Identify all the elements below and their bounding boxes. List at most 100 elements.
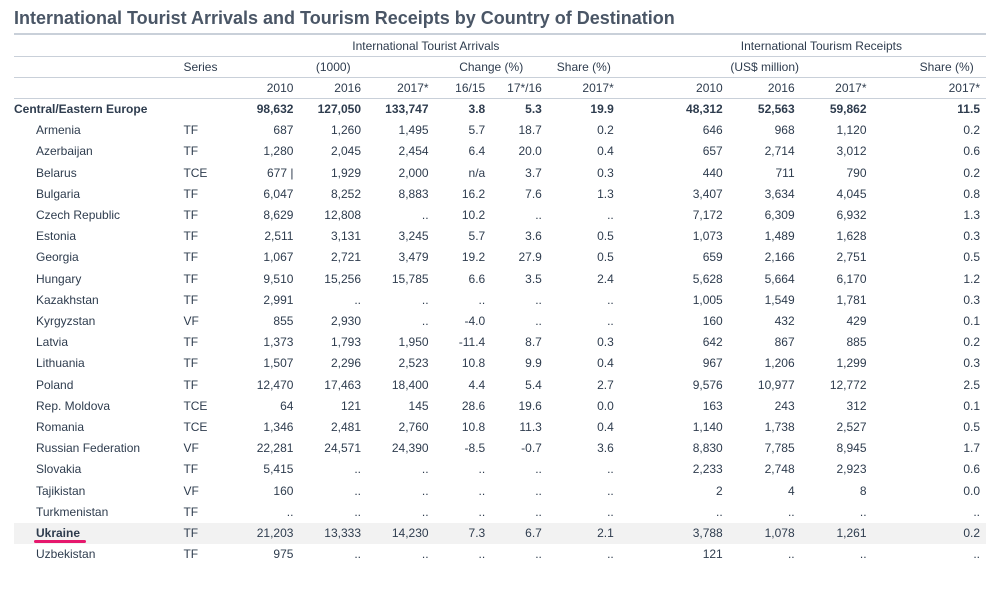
cell-c1: n/a <box>435 163 492 184</box>
cell-name: Central/Eastern Europe <box>14 99 177 121</box>
cell-gap <box>620 247 657 268</box>
cell-r2010: 3,788 <box>657 523 729 544</box>
cell-r2017: 885 <box>801 332 873 353</box>
cell-a2017: .. <box>367 290 435 311</box>
cell-series: TF <box>177 247 231 268</box>
cell-c1: 6.6 <box>435 269 492 290</box>
cell-r2017: 1,120 <box>801 120 873 141</box>
cell-a2017: .. <box>367 481 435 502</box>
header-y2017-a: 2017* <box>367 78 435 99</box>
cell-r2016: 867 <box>729 332 801 353</box>
cell-ashare: 0.4 <box>548 417 620 438</box>
header-change: Change (%) <box>435 57 548 78</box>
table-row: TajikistanVF160..........2480.0 <box>14 481 986 502</box>
cell-a2010: 677 | <box>232 163 300 184</box>
cell-r2016: 10,977 <box>729 375 801 396</box>
table-row: GeorgiaTF1,0672,7213,47919.227.90.56592,… <box>14 247 986 268</box>
cell-c2: 8.7 <box>491 332 548 353</box>
table-body: Central/Eastern Europe98,632127,050133,7… <box>14 99 986 566</box>
cell-a2017: .. <box>367 205 435 226</box>
cell-a2017: 3,479 <box>367 247 435 268</box>
cell-r2010: 9,576 <box>657 375 729 396</box>
cell-a2016: 2,481 <box>299 417 367 438</box>
cell-gap2 <box>873 396 908 417</box>
cell-gap <box>620 353 657 374</box>
table-row: Rep. MoldovaTCE6412114528.619.60.0163243… <box>14 396 986 417</box>
cell-series: TF <box>177 375 231 396</box>
cell-ashare: 2.7 <box>548 375 620 396</box>
cell-ashare: 0.5 <box>548 226 620 247</box>
cell-a2016: 17,463 <box>299 375 367 396</box>
cell-rshare: 0.1 <box>907 396 986 417</box>
cell-gap2 <box>873 502 908 523</box>
cell-gap2 <box>873 459 908 480</box>
cell-c2: 27.9 <box>491 247 548 268</box>
cell-r2016: 432 <box>729 311 801 332</box>
cell-name: Russian Federation <box>14 438 177 459</box>
cell-r2017: 312 <box>801 396 873 417</box>
table-row: EstoniaTF2,5113,1313,2455.73.60.51,0731,… <box>14 226 986 247</box>
cell-c2: 3.5 <box>491 269 548 290</box>
cell-name: Poland <box>14 375 177 396</box>
cell-a2017: 145 <box>367 396 435 417</box>
cell-gap <box>620 184 657 205</box>
cell-a2010: 1,280 <box>232 141 300 162</box>
cell-gap <box>620 375 657 396</box>
cell-ashare: .. <box>548 290 620 311</box>
table-row: HungaryTF9,51015,25615,7856.63.52.45,628… <box>14 269 986 290</box>
cell-c1: 7.3 <box>435 523 492 544</box>
cell-rshare: 0.3 <box>907 290 986 311</box>
cell-a2010: .. <box>232 502 300 523</box>
cell-r2010: 646 <box>657 120 729 141</box>
cell-a2016: 121 <box>299 396 367 417</box>
cell-c2: 9.9 <box>491 353 548 374</box>
cell-a2016: 12,808 <box>299 205 367 226</box>
cell-r2016: 711 <box>729 163 801 184</box>
table-row: BelarusTCE677 |1,9292,000n/a3.70.3440711… <box>14 163 986 184</box>
cell-r2016: 1,738 <box>729 417 801 438</box>
cell-c2: 18.7 <box>491 120 548 141</box>
cell-name: Rep. Moldova <box>14 396 177 417</box>
header-y2017-r: 2017* <box>801 78 873 99</box>
cell-a2016: 24,571 <box>299 438 367 459</box>
cell-r2010: 440 <box>657 163 729 184</box>
table-row: Russian FederationVF22,28124,57124,390-8… <box>14 438 986 459</box>
cell-series: TF <box>177 332 231 353</box>
cell-r2017: 6,932 <box>801 205 873 226</box>
cell-c1: 16.2 <box>435 184 492 205</box>
cell-ashare: 0.2 <box>548 120 620 141</box>
table-row: TurkmenistanTF.................... <box>14 502 986 523</box>
cell-r2016: 1,078 <box>729 523 801 544</box>
cell-a2016: 15,256 <box>299 269 367 290</box>
cell-name: Kyrgyzstan <box>14 311 177 332</box>
cell-r2017: 4,045 <box>801 184 873 205</box>
cell-name: Estonia <box>14 226 177 247</box>
cell-c2: 5.3 <box>491 99 548 121</box>
cell-a2010: 98,632 <box>232 99 300 121</box>
cell-a2016: .. <box>299 459 367 480</box>
cell-r2017: .. <box>801 544 873 565</box>
cell-name: Ukraine <box>14 523 177 544</box>
cell-r2010: .. <box>657 502 729 523</box>
cell-a2017: 3,245 <box>367 226 435 247</box>
cell-c1: .. <box>435 481 492 502</box>
header-series: Series <box>177 57 231 78</box>
table-row: ArmeniaTF6871,2601,4955.718.70.26469681,… <box>14 120 986 141</box>
cell-c2: .. <box>491 544 548 565</box>
cell-series <box>177 99 231 121</box>
cell-r2010: 2,233 <box>657 459 729 480</box>
cell-r2017: 6,170 <box>801 269 873 290</box>
cell-gap2 <box>873 417 908 438</box>
cell-c1: 4.4 <box>435 375 492 396</box>
cell-c1: .. <box>435 502 492 523</box>
cell-c2: 3.7 <box>491 163 548 184</box>
cell-a2017: 8,883 <box>367 184 435 205</box>
cell-a2010: 855 <box>232 311 300 332</box>
table-row: UzbekistanTF975..........121...... <box>14 544 986 565</box>
cell-a2010: 5,415 <box>232 459 300 480</box>
cell-gap <box>620 544 657 565</box>
cell-name: Romania <box>14 417 177 438</box>
cell-r2017: 1,781 <box>801 290 873 311</box>
cell-a2017: 15,785 <box>367 269 435 290</box>
cell-gap2 <box>873 247 908 268</box>
